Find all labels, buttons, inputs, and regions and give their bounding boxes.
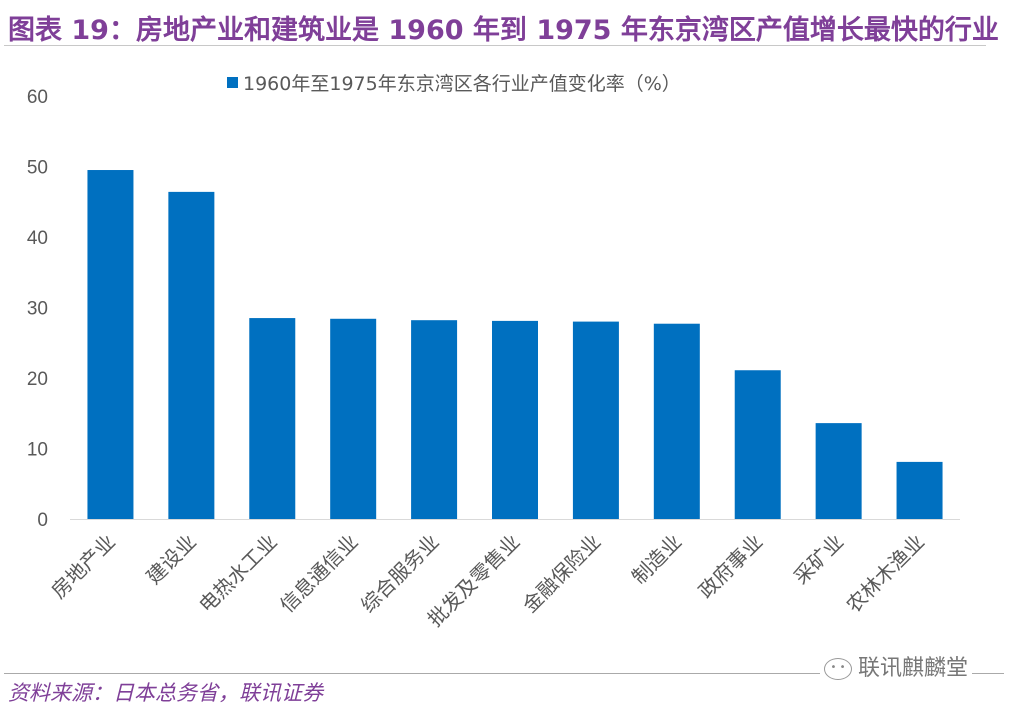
y-tick-label: 20: [27, 369, 48, 390]
bar-9: [734, 370, 781, 519]
y-tick-label: 40: [27, 228, 48, 249]
x-tick-label: 政府事业: [694, 530, 768, 604]
bar-7: [572, 321, 619, 519]
x-tick-label: 农林木渔业: [841, 530, 929, 618]
legend-swatch: [227, 77, 238, 88]
x-tick-label: 综合服务业: [356, 530, 444, 618]
bar-4: [330, 318, 377, 519]
bar-11: [896, 461, 943, 519]
y-tick-label: 30: [27, 299, 48, 320]
watermark: • • 联讯麒麟堂: [820, 650, 973, 682]
bar-6: [492, 320, 538, 519]
bar-3: [249, 318, 296, 519]
legend-label: 1960年至1975年东京湾区各行业产值变化率（%）: [243, 73, 681, 95]
y-tick-label: 60: [27, 87, 48, 108]
x-tick-label: 制造业: [627, 530, 686, 589]
source-note: 资料来源：日本总务省，联讯证券: [8, 681, 323, 705]
x-tick-label: 信息通信业: [275, 530, 363, 618]
watermark-text: 联讯麒麟堂: [858, 656, 969, 681]
y-tick-label: 0: [37, 510, 48, 531]
footer-divider: [4, 673, 1004, 674]
bar-2: [168, 191, 215, 519]
x-tick-label: 电热水工业: [194, 530, 282, 618]
x-tick-label: 采矿业: [789, 530, 848, 589]
wechat-icon: • •: [824, 658, 852, 680]
bar-1: [87, 170, 134, 519]
bar-10: [815, 423, 862, 519]
bar-5: [411, 320, 458, 519]
figure-title: 图表 19：房地产业和建筑业是 1960 年到 1975 年东京湾区产值增长最快…: [8, 15, 999, 46]
x-tick-label: 房地产业: [46, 530, 120, 604]
y-tick-label: 10: [27, 440, 48, 461]
title-divider: [4, 45, 986, 46]
bar-8: [653, 323, 700, 519]
x-tick-label: 金融保险业: [518, 530, 606, 618]
x-tick-label: 建设业: [142, 530, 201, 589]
y-tick-label: 50: [27, 158, 48, 179]
